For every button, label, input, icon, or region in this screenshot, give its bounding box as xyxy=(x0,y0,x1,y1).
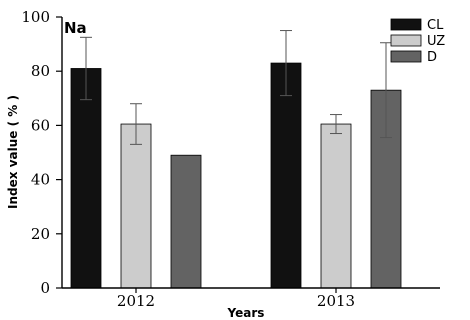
bar-cl-2013 xyxy=(270,62,302,289)
bar-uz-2012 xyxy=(120,123,152,289)
bar-cl-2012 xyxy=(70,68,102,289)
axes-group xyxy=(61,17,440,289)
panel-label: Na xyxy=(64,19,87,37)
legend-swatch-cl xyxy=(390,18,422,31)
y-tick-label: 60 xyxy=(31,116,50,134)
y-tick-label: 100 xyxy=(21,8,50,26)
bar-d-2012 xyxy=(170,154,202,289)
y-tick-label: 0 xyxy=(40,279,50,297)
x-ticks-group: 2012 2013 xyxy=(117,288,355,310)
y-tick-label: 40 xyxy=(31,171,50,189)
legend-label-d: D xyxy=(427,50,437,65)
x-axis-title: Years xyxy=(227,306,265,320)
error-bars-group xyxy=(80,30,392,145)
legend-label-uz: UZ xyxy=(427,34,445,49)
legend-swatch-uz xyxy=(390,34,422,47)
y-ticks-group: 0 20 40 60 80 100 xyxy=(21,8,62,297)
x-tick-label: 2012 xyxy=(117,292,155,310)
legend-swatch-d xyxy=(390,50,422,63)
bars-group xyxy=(70,62,402,289)
y-tick-label: 80 xyxy=(31,62,50,80)
x-tick-label: 2013 xyxy=(317,292,355,310)
y-axis-title: Index value ( % ) xyxy=(6,95,20,209)
y-tick-label: 20 xyxy=(31,225,50,243)
bar-uz-2013 xyxy=(320,123,352,289)
legend-label-cl: CL xyxy=(427,18,444,33)
